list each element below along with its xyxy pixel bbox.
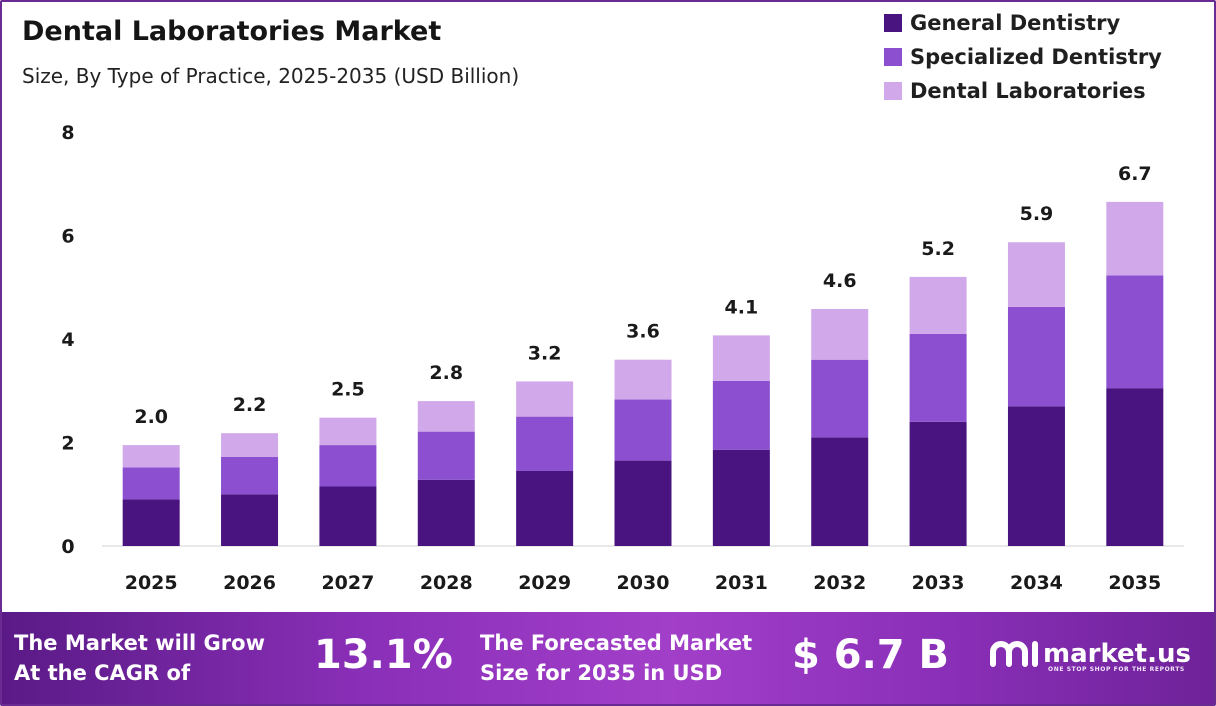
x-tick-label: 2035 <box>1108 572 1161 594</box>
bar-segment-general-dentistry <box>122 499 180 546</box>
x-tick-label: 2027 <box>321 572 374 594</box>
bar-segment-specialized-dentistry <box>516 416 574 471</box>
bar-segment-general-dentistry <box>1106 388 1164 546</box>
legend-label-general-dentistry: General Dentistry <box>910 11 1121 35</box>
chart-subtitle: Size, By Type of Practice, 2025-2035 (US… <box>22 64 520 88</box>
bar-segment-dental-laboratories <box>712 335 770 381</box>
legend: General Dentistry Specialized Dentistry … <box>884 6 1162 108</box>
legend-label-dental-laboratories: Dental Laboratories <box>910 79 1146 103</box>
bar-segment-dental-laboratories <box>319 417 377 446</box>
legend-item-dental-laboratories: Dental Laboratories <box>884 74 1162 108</box>
market-us-logo-icon <box>990 641 1038 667</box>
bar-segment-general-dentistry <box>221 494 279 546</box>
legend-swatch-general-dentistry <box>884 14 902 32</box>
x-tick-label: 2033 <box>912 572 965 594</box>
y-tick-label: 6 <box>61 226 74 248</box>
bar-total-label: 2.2 <box>233 394 267 416</box>
bar-segment-general-dentistry <box>909 421 967 546</box>
forecast-value: $ 6.7 B <box>792 632 950 678</box>
bar-segment-specialized-dentistry <box>1106 275 1164 389</box>
y-tick-label: 0 <box>61 536 74 558</box>
bar-segment-dental-laboratories <box>909 276 967 334</box>
bar-total-label: 2.0 <box>134 406 168 428</box>
legend-swatch-specialized-dentistry <box>884 48 902 66</box>
bar-segment-specialized-dentistry <box>614 399 672 461</box>
cagr-label: The Market will Grow At the CAGR of <box>14 631 265 685</box>
x-tick-label: 2030 <box>617 572 670 594</box>
legend-label-specialized-dentistry: Specialized Dentistry <box>910 45 1162 69</box>
bar-segment-dental-laboratories <box>417 401 475 432</box>
bar-segment-specialized-dentistry <box>122 467 180 500</box>
bar-total-label: 4.6 <box>823 270 857 292</box>
bar-total-label: 2.5 <box>331 379 365 401</box>
cagr-value: 13.1% <box>314 632 453 678</box>
x-tick-label: 2028 <box>420 572 473 594</box>
x-tick-label: 2026 <box>223 572 276 594</box>
brand-tagline: ONE STOP SHOP FOR THE REPORTS <box>1048 666 1185 673</box>
y-tick-label: 2 <box>61 433 74 455</box>
y-tick-label: 4 <box>61 329 74 351</box>
bar-total-label: 6.7 <box>1118 163 1152 185</box>
chart-title: Dental Laboratories Market <box>22 16 442 47</box>
bar-segment-general-dentistry <box>712 449 770 546</box>
bar-total-label: 3.6 <box>626 321 660 343</box>
bar-segment-general-dentistry <box>811 437 869 546</box>
bar-segment-dental-laboratories <box>122 445 180 468</box>
x-tick-label: 2032 <box>813 572 866 594</box>
brand: market.us <box>987 634 1191 674</box>
legend-item-specialized-dentistry: Specialized Dentistry <box>884 40 1162 74</box>
bar-segment-specialized-dentistry <box>319 445 377 487</box>
bar-segment-dental-laboratories <box>221 433 279 457</box>
x-tick-label: 2025 <box>125 572 178 594</box>
brand-name: market.us <box>1043 639 1191 669</box>
bar-segment-general-dentistry <box>1007 406 1065 546</box>
bar-segment-dental-laboratories <box>1106 201 1164 276</box>
legend-swatch-dental-laboratories <box>884 82 902 100</box>
bar-segment-general-dentistry <box>614 460 672 546</box>
x-tick-label: 2029 <box>518 572 571 594</box>
bar-segment-general-dentistry <box>516 470 574 546</box>
bar-total-label: 5.9 <box>1020 203 1054 225</box>
legend-item-general-dentistry: General Dentistry <box>884 6 1162 40</box>
bar-segment-dental-laboratories <box>1007 242 1065 307</box>
bar-segment-specialized-dentistry <box>1007 306 1065 407</box>
x-tick-label: 2034 <box>1010 572 1063 594</box>
bar-segment-specialized-dentistry <box>221 456 279 495</box>
bar-segment-specialized-dentistry <box>712 380 770 450</box>
bar-segment-specialized-dentistry <box>417 431 475 480</box>
bar-chart: 0 2 4 6 8 2.0 2025 2.2 2026 2.5 2027 2.8 2028 3.2 2029… <box>61 122 1184 594</box>
bar-total-label: 3.2 <box>528 342 562 364</box>
bar-segment-dental-laboratories <box>614 359 672 400</box>
forecast-label: The Forecasted Market Size for 2035 in U… <box>480 631 753 685</box>
bar-segment-dental-laboratories <box>516 381 574 417</box>
bar-segment-general-dentistry <box>319 486 377 546</box>
bar-segment-specialized-dentistry <box>909 333 967 422</box>
bar-total-label: 2.8 <box>429 362 463 384</box>
bar-segment-dental-laboratories <box>811 308 869 360</box>
y-tick-label: 8 <box>61 122 74 144</box>
bar-total-label: 4.1 <box>725 296 759 318</box>
x-tick-label: 2031 <box>715 572 768 594</box>
bar-segment-general-dentistry <box>417 479 475 546</box>
bar-segment-specialized-dentistry <box>811 359 869 438</box>
bar-total-label: 5.2 <box>921 238 955 260</box>
summary-banner: The Market will Grow At the CAGR of 13.1… <box>2 612 1214 704</box>
